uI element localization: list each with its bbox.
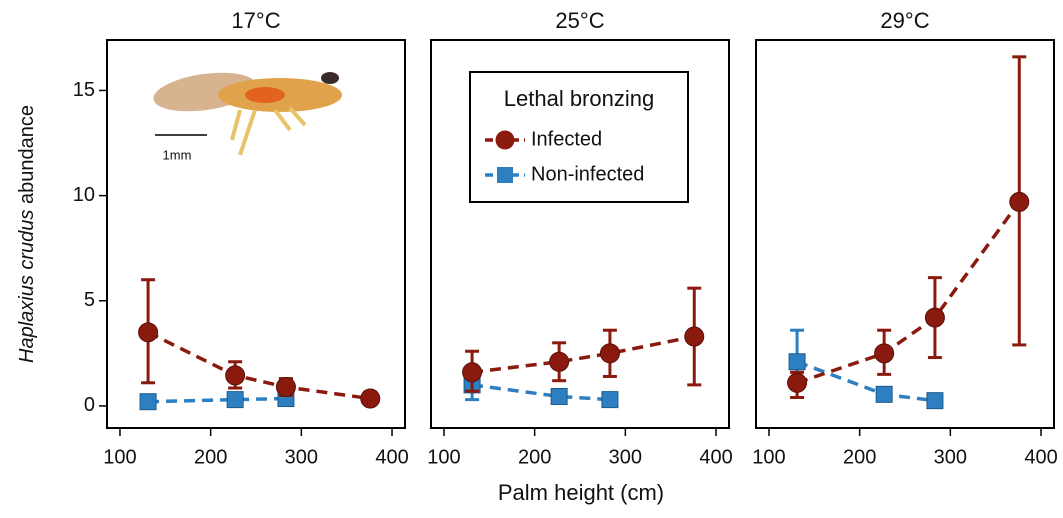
marker [788,373,807,392]
marker [789,354,805,370]
x-tick-label: 400 [1024,446,1057,468]
marker [602,392,618,408]
x-tick-label: 400 [699,446,732,468]
series-line [797,202,1019,383]
chart: Haplaxius crudus abundance Palm height (… [0,0,1063,513]
series-line [472,337,694,373]
x-tick-label: 200 [518,446,551,468]
y-label-species: Haplaxius crudus [16,210,38,363]
y-tick-label: 15 [73,79,95,101]
y-tick-label: 10 [73,184,95,206]
legend-label: Infected [531,128,602,150]
marker [551,388,567,404]
page: Haplaxius crudus abundance Palm height (… [0,0,1063,518]
marker [226,366,245,385]
x-tick-label: 200 [843,446,876,468]
x-tick-label: 100 [752,446,785,468]
marker [600,344,619,363]
legend-label: Non-infected [531,163,644,185]
x-tick-label: 100 [103,446,136,468]
x-tick-label: 300 [609,446,642,468]
marker [925,308,944,327]
series-line [797,362,935,401]
marker [139,323,158,342]
marker [876,386,892,402]
series-line [148,399,286,402]
marker [875,344,894,363]
marker [463,363,482,382]
marker [361,389,380,408]
legend-marker [496,131,515,150]
x-tick-label: 400 [375,446,408,468]
marker [140,394,156,410]
y-axis-title: Haplaxius crudus abundance [16,105,38,363]
marker [927,393,943,409]
marker [276,377,295,396]
x-tick-label: 300 [285,446,318,468]
insect-illustration: 1mm [151,67,342,162]
panel-title: 25°C [555,8,604,33]
x-tick-label: 200 [194,446,227,468]
marker [1010,192,1029,211]
marker [227,392,243,408]
marker [685,327,704,346]
y-label-rest: abundance [16,105,38,204]
legend-title: Lethal bronzing [504,86,654,111]
marker [550,352,569,371]
x-axis-title: Palm height (cm) [498,480,664,505]
series-line [148,332,370,398]
panel: 29°C 100 200 300 400 [752,8,1057,468]
y-tick-label: 5 [84,289,95,311]
series-line [472,385,610,400]
scale-label: 1mm [163,147,192,162]
x-tick-label: 300 [934,446,967,468]
panel-title: 29°C [880,8,929,33]
legend: Lethal bronzing Infected Non-infected [470,72,688,202]
y-tick-label: 0 [84,394,95,416]
panel-title: 17°C [231,8,280,33]
legend-marker [497,167,513,183]
x-tick-label: 100 [427,446,460,468]
